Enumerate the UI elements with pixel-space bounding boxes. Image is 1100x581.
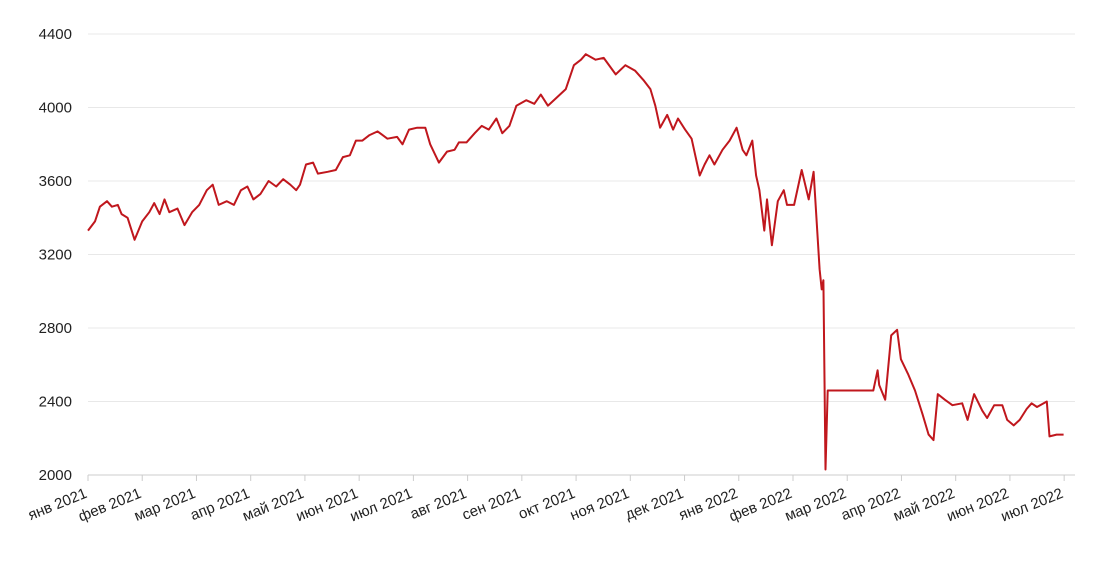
y-tick-label: 3200 bbox=[39, 247, 72, 264]
x-tick-label: мар 2021 bbox=[132, 485, 198, 525]
x-tick-label: авг 2021 bbox=[408, 485, 469, 523]
x-tick-label: сен 2021 bbox=[460, 485, 524, 524]
x-tick-label: фев 2021 bbox=[76, 485, 144, 526]
x-tick-label: ноя 2021 bbox=[568, 485, 632, 524]
x-tick-label: фев 2022 bbox=[727, 485, 795, 526]
x-tick-label: июл 2022 bbox=[998, 485, 1065, 525]
y-tick-label: 2400 bbox=[39, 394, 72, 411]
x-tick-label: окт 2021 bbox=[516, 485, 578, 523]
x-tick-label: апр 2022 bbox=[839, 485, 903, 524]
x-tick-label: июл 2021 bbox=[348, 485, 415, 525]
y-tick-label: 4000 bbox=[39, 100, 72, 117]
x-tick-label: апр 2021 bbox=[188, 485, 252, 524]
x-tick-label: мар 2022 bbox=[783, 485, 849, 525]
y-tick-label: 2000 bbox=[39, 467, 72, 484]
y-tick-label: 3600 bbox=[39, 173, 72, 190]
x-tick-label: дек 2021 bbox=[623, 485, 686, 524]
y-tick-label: 4400 bbox=[39, 26, 72, 43]
y-tick-label: 2800 bbox=[39, 320, 72, 337]
line bbox=[87, 53, 1064, 471]
